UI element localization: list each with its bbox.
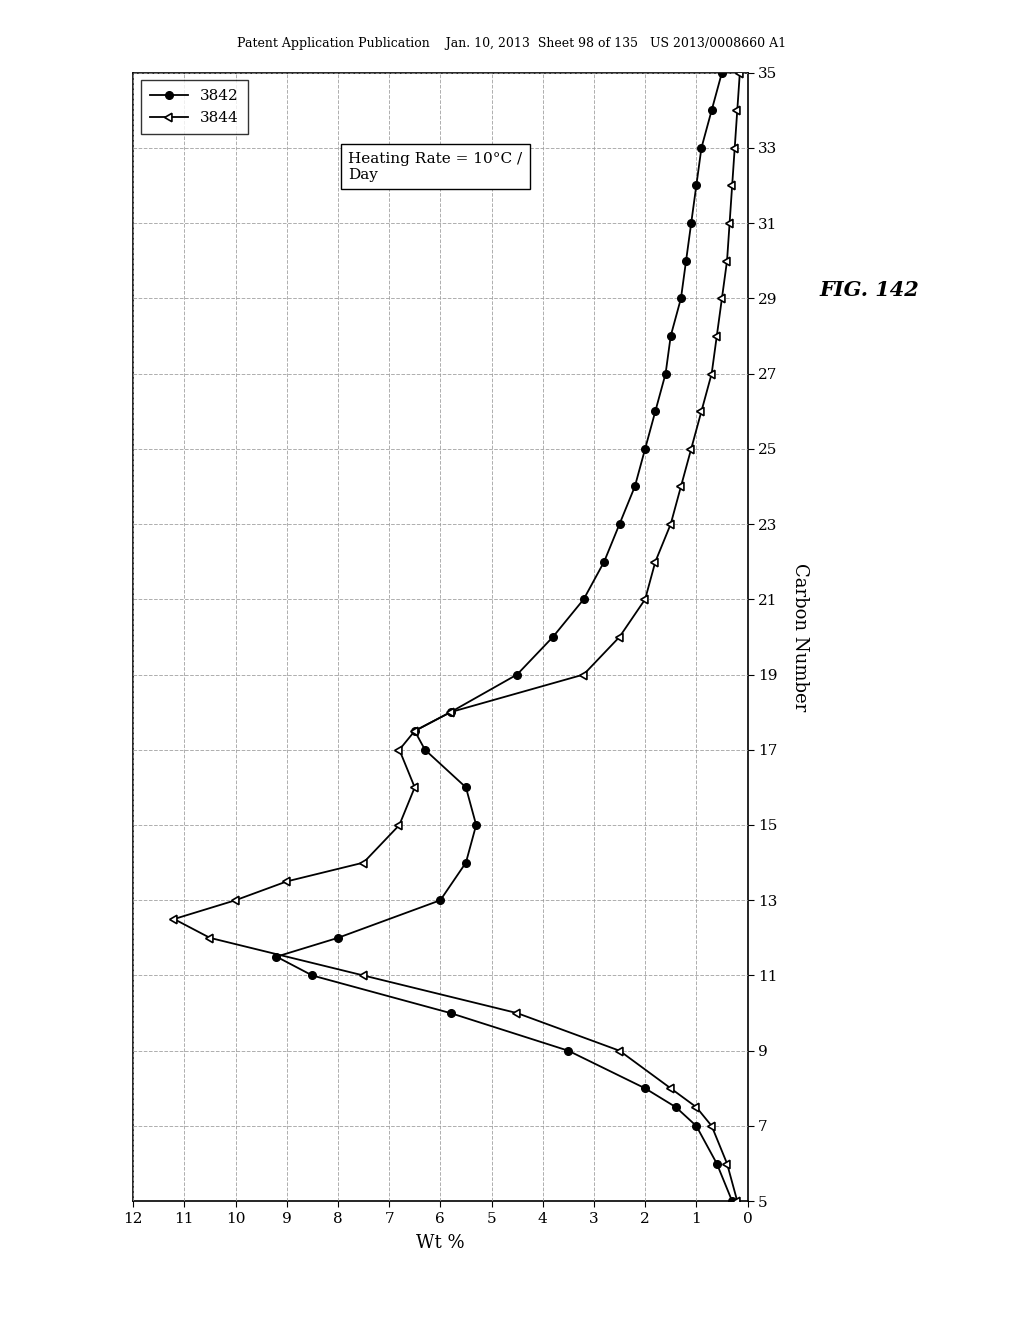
Y-axis label: Carbon Number: Carbon Number (792, 562, 809, 711)
Text: Patent Application Publication    Jan. 10, 2013  Sheet 98 of 135   US 2013/00086: Patent Application Publication Jan. 10, … (238, 37, 786, 50)
Text: Heating Rate = 10°C /
Day: Heating Rate = 10°C / Day (348, 152, 522, 182)
Text: FIG. 142: FIG. 142 (819, 280, 919, 301)
X-axis label: Wt %: Wt % (416, 1234, 465, 1251)
Legend: 3842, 3844: 3842, 3844 (140, 81, 248, 135)
